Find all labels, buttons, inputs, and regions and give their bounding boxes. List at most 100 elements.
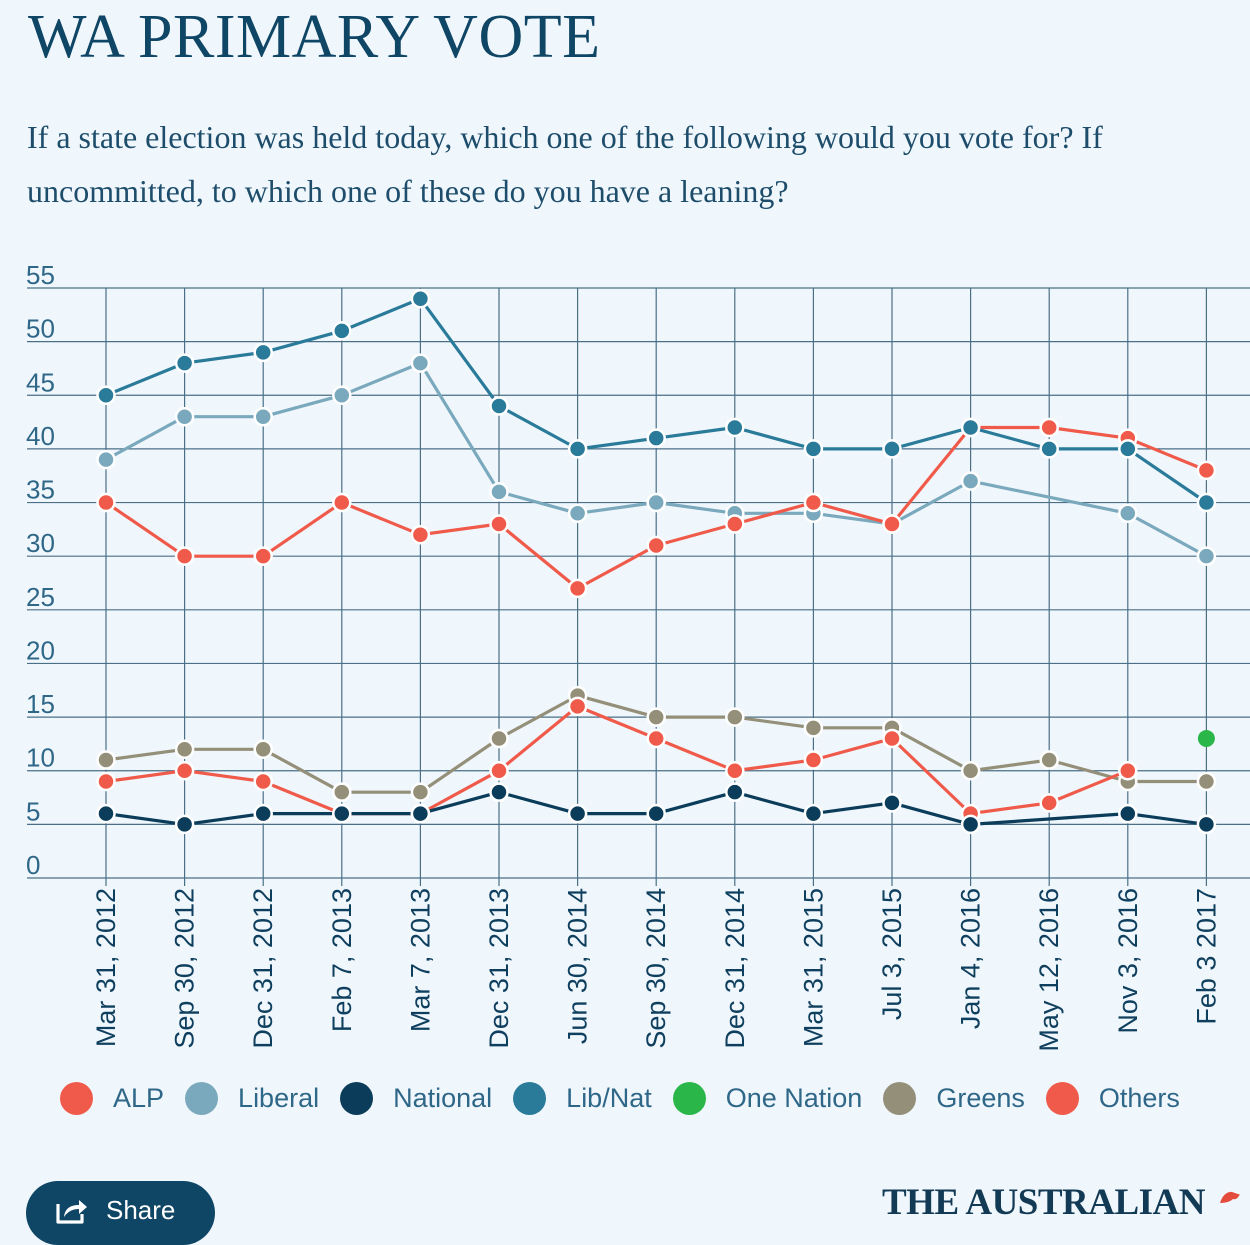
- brand-logo: THE AUSTRALIAN: [882, 1182, 1206, 1223]
- share-icon: [56, 1200, 87, 1224]
- data-point-greens: [960, 760, 981, 781]
- data-point-liberal: [489, 482, 509, 502]
- data-point-alp: [567, 578, 588, 599]
- data-point-alp: [410, 524, 431, 545]
- legend-item[interactable]: One Nation: [672, 1082, 863, 1115]
- data-point-national: [567, 803, 588, 824]
- legend-swatch: [883, 1082, 917, 1115]
- data-point-others: [96, 771, 116, 792]
- data-point-national: [803, 803, 824, 824]
- data-point-national: [332, 803, 352, 824]
- y-tick-label: 10: [26, 743, 55, 773]
- data-point-national: [96, 803, 116, 824]
- data-point-lib-nat: [960, 417, 981, 438]
- data-point-lib-nat: [567, 439, 588, 459]
- data-point-alp: [332, 492, 352, 513]
- data-point-alp: [489, 514, 509, 534]
- data-point-lib-nat: [332, 321, 352, 341]
- x-tick-label: Sep 30, 2014: [641, 888, 671, 1049]
- data-point-others: [803, 750, 824, 770]
- legend-item[interactable]: Greens: [883, 1082, 1025, 1115]
- data-point-lib-nat: [1196, 492, 1217, 513]
- legend-label: National: [393, 1083, 493, 1113]
- legend-item[interactable]: Others: [1045, 1082, 1180, 1115]
- series-line-national: [105, 790, 1207, 827]
- data-point-national: [1118, 803, 1138, 824]
- data-point-liberal: [960, 471, 981, 491]
- legend-swatch: [513, 1082, 547, 1115]
- data-point-others: [253, 771, 273, 792]
- data-point-lib-nat: [646, 428, 666, 448]
- data-point-lib-nat: [882, 439, 902, 459]
- legend-swatch: [60, 1082, 93, 1115]
- data-point-national: [253, 803, 273, 824]
- legend-item[interactable]: ALP: [60, 1082, 164, 1115]
- legend-item[interactable]: Liberal: [185, 1082, 319, 1115]
- data-point-national: [410, 803, 431, 824]
- legend-item[interactable]: Lib/Nat: [513, 1082, 652, 1115]
- legend-swatch: [672, 1082, 706, 1115]
- data-point-alp: [882, 514, 902, 534]
- data-point-lib-nat: [174, 353, 195, 373]
- data-point-greens: [489, 728, 509, 749]
- data-point-national: [646, 803, 666, 824]
- data-point-alp: [174, 546, 195, 566]
- data-point-one-nation: [1197, 730, 1215, 748]
- data-point-alp: [646, 535, 666, 556]
- brand-mark-icon: [1220, 1191, 1240, 1203]
- y-tick-label: 50: [26, 314, 55, 344]
- y-tick-label: 25: [26, 582, 55, 612]
- y-tick-label: 5: [26, 796, 40, 826]
- x-tick-label: May 12, 2016: [1034, 888, 1064, 1052]
- legend: ALP Liberal National Lib/Nat One Nation Green…: [60, 1082, 1201, 1115]
- x-tick-label: Mar 7, 2013: [405, 888, 435, 1032]
- data-point-lib-nat: [1118, 439, 1138, 459]
- data-point-alp: [1196, 460, 1217, 481]
- data-point-lib-nat: [96, 385, 116, 406]
- data-point-others: [1039, 793, 1059, 813]
- series-line-liberal: [105, 361, 1208, 558]
- line-chart: 0 5 10 15 20 25 30 35 40 45 50 55 Mar 31, 2012 Sep 30…: [26, 260, 1250, 1052]
- data-point-liberal: [96, 449, 116, 470]
- data-point-others: [174, 760, 195, 781]
- data-point-alp: [803, 492, 824, 513]
- legend-swatch: [1045, 1082, 1079, 1115]
- data-point-others: [489, 760, 509, 781]
- data-point-alp: [1039, 417, 1059, 438]
- data-point-greens: [1196, 771, 1217, 792]
- data-point-alp: [96, 492, 116, 513]
- legend-label: One Nation: [725, 1083, 863, 1113]
- chart-subtitle: If a state election was held today, whic…: [27, 119, 1103, 209]
- data-point-national: [174, 814, 195, 835]
- legend-item[interactable]: National: [340, 1082, 492, 1115]
- data-point-national: [489, 782, 509, 802]
- data-point-national: [725, 782, 745, 802]
- data-point-liberal: [1118, 503, 1138, 524]
- y-tick-label: 15: [26, 689, 55, 719]
- legend-label: ALP: [113, 1083, 165, 1113]
- data-point-others: [1118, 760, 1138, 781]
- x-tick-label: Feb 3 2017: [1191, 888, 1221, 1025]
- y-tick-label: 20: [26, 635, 55, 665]
- x-tick-label: Jan 4, 2016: [956, 888, 986, 1029]
- x-tick-label: Sep 30, 2012: [170, 888, 200, 1049]
- x-tick-label: Jun 30, 2014: [563, 888, 593, 1044]
- data-point-national: [960, 814, 981, 835]
- data-point-greens: [1039, 750, 1059, 770]
- data-point-liberal: [253, 406, 273, 427]
- data-point-liberal: [646, 492, 666, 513]
- data-point-lib-nat: [1039, 439, 1059, 459]
- data-point-liberal: [410, 353, 431, 373]
- x-tick-label: Feb 7, 2013: [327, 888, 357, 1032]
- y-tick-label: 35: [26, 475, 55, 505]
- data-point-greens: [96, 750, 116, 770]
- data-point-others: [646, 728, 666, 749]
- x-tick-label: Nov 3, 2016: [1113, 888, 1143, 1034]
- legend-swatch: [340, 1082, 374, 1115]
- data-point-lib-nat: [253, 342, 273, 363]
- data-point-lib-nat: [803, 439, 824, 459]
- share-button[interactable]: Share: [26, 1181, 215, 1245]
- data-point-others: [725, 760, 745, 781]
- data-point-liberal: [567, 503, 588, 524]
- legend-label: Lib/Nat: [566, 1083, 652, 1113]
